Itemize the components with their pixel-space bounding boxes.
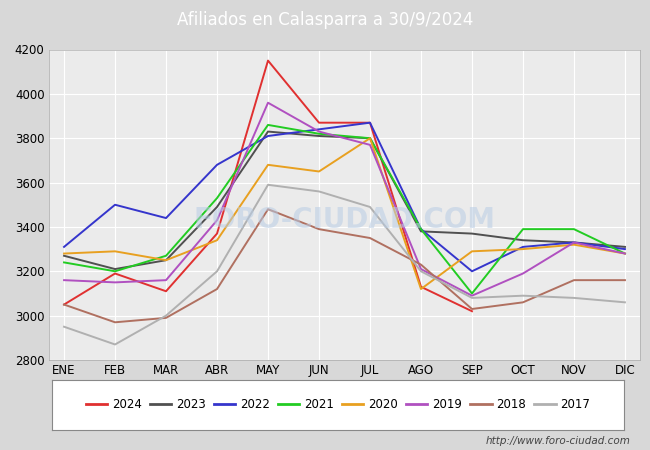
Text: http://www.foro-ciudad.com: http://www.foro-ciudad.com — [486, 436, 630, 446]
Text: Afiliados en Calasparra a 30/9/2024: Afiliados en Calasparra a 30/9/2024 — [177, 11, 473, 29]
Text: FORO-CIUDAD.COM: FORO-CIUDAD.COM — [194, 206, 495, 234]
Legend: 2024, 2023, 2022, 2021, 2020, 2019, 2018, 2017: 2024, 2023, 2022, 2021, 2020, 2019, 2018… — [83, 395, 593, 415]
